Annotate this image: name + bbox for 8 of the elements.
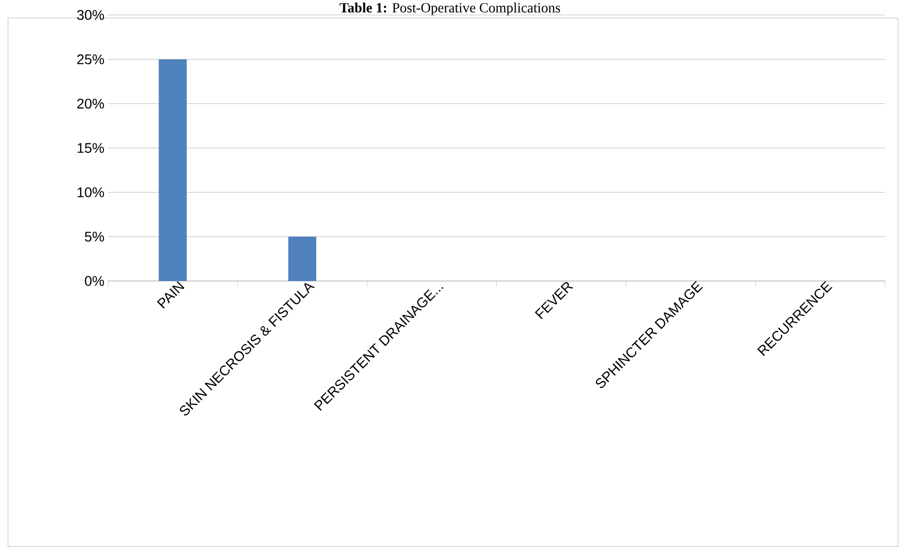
- y-tick-label: 10%: [78, 187, 104, 198]
- y-tick-label: 15%: [78, 143, 104, 153]
- y-tick-label: 30%: [77, 10, 104, 20]
- y-tick-label: 20%: [77, 98, 104, 109]
- chart-title: Table 1: Post-Operative Complications: [340, 2, 560, 16]
- y-tick-label: 0%: [84, 276, 104, 286]
- y-tick-label: 25%: [77, 54, 104, 64]
- y-tick-label: 5%: [84, 232, 104, 242]
